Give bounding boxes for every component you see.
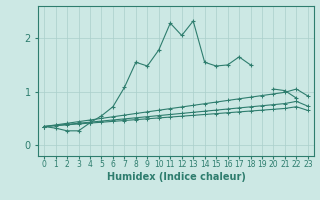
X-axis label: Humidex (Indice chaleur): Humidex (Indice chaleur) (107, 172, 245, 182)
